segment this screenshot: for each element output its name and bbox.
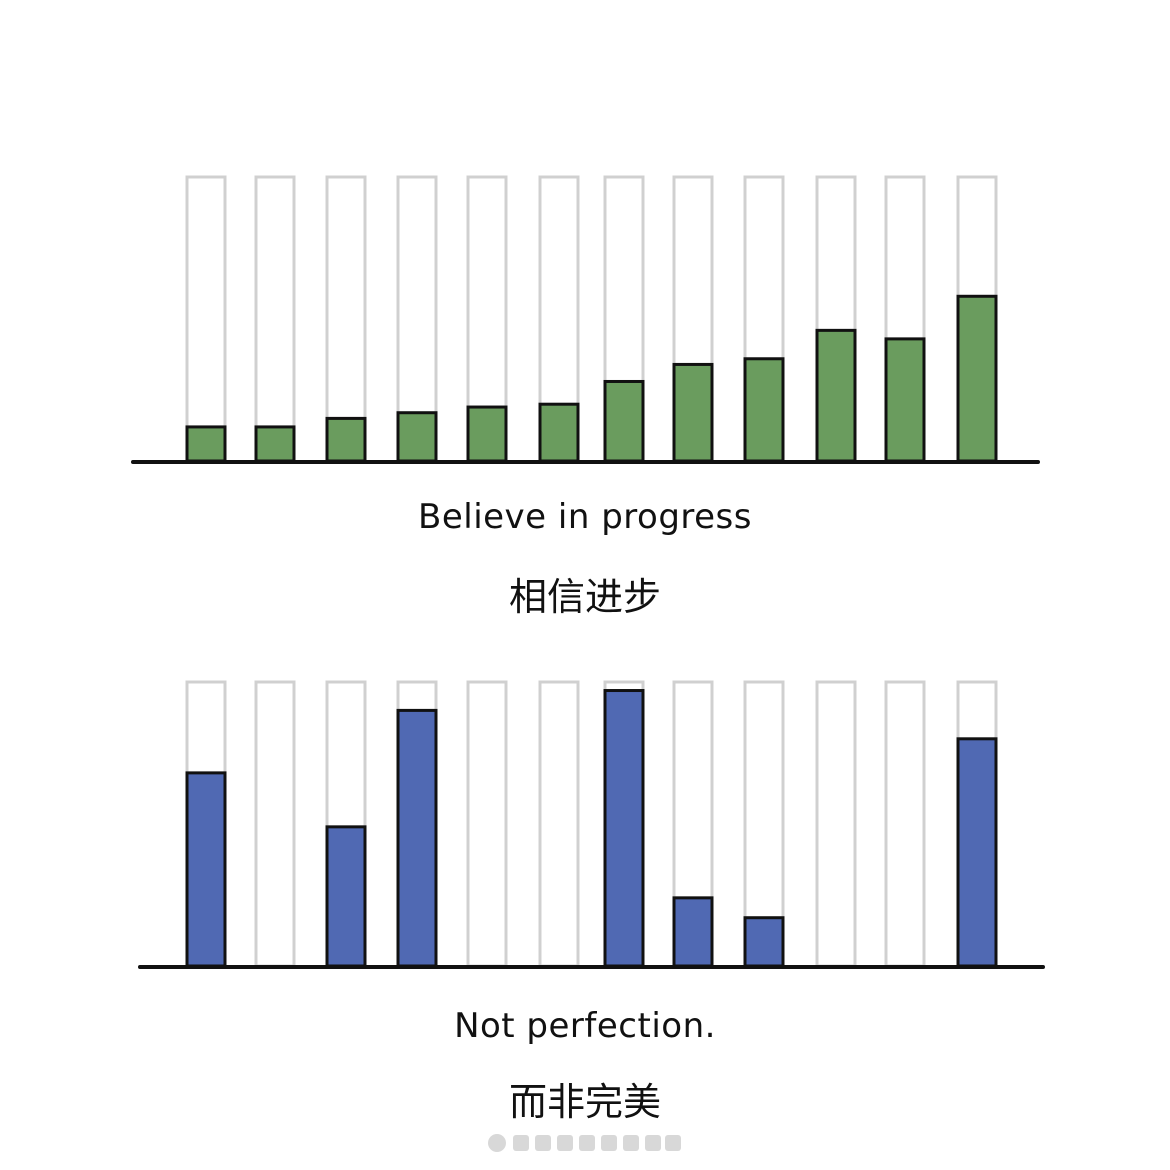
bar-frame [884, 680, 926, 968]
bar [884, 337, 926, 463]
bar-frame [466, 680, 508, 968]
bar [672, 896, 714, 968]
bar-frame [185, 175, 227, 463]
bar [185, 425, 227, 463]
perfection-chart [138, 680, 1045, 969]
bar [672, 362, 714, 463]
bar [603, 379, 645, 463]
bar [325, 825, 367, 968]
bar [743, 916, 785, 968]
watermark [488, 1134, 681, 1152]
bar [956, 737, 998, 968]
progress-caption-zh: 相信进步 [508, 575, 661, 619]
bar [466, 405, 508, 463]
perfection-caption-zh: 而非完美 [508, 1080, 661, 1124]
progress-chart [131, 175, 1040, 464]
bar [956, 294, 998, 463]
bar [254, 425, 296, 463]
bar-frame [815, 680, 857, 968]
bar-frame [254, 680, 296, 968]
progress-caption-en: Believe in progress [418, 497, 752, 537]
bar [325, 416, 367, 463]
bar [396, 708, 438, 968]
bar-frame [254, 175, 296, 463]
bar [743, 357, 785, 463]
perfection-caption-en: Not perfection. [454, 1006, 716, 1046]
bar [603, 689, 645, 968]
bar-frame [538, 680, 580, 968]
bar [396, 411, 438, 463]
bar [185, 771, 227, 968]
bar [538, 402, 580, 463]
bar [815, 328, 857, 463]
